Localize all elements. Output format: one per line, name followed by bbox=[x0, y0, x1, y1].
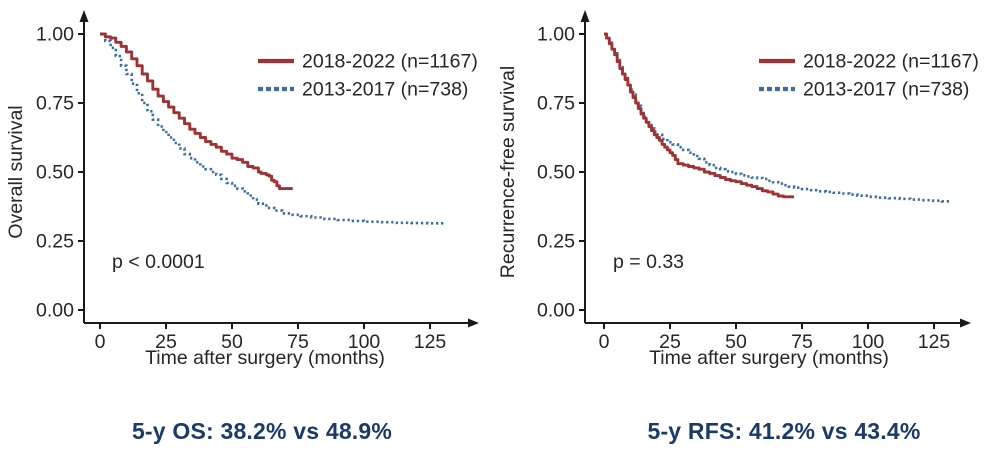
legend-label: 2013-2017 (n=738) bbox=[302, 79, 468, 101]
legend-item-2018-2022: 2018-2022 (n=1167) bbox=[258, 51, 478, 73]
y-tick-label: 1.00 bbox=[537, 24, 575, 46]
x-tick-label: 75 bbox=[287, 331, 309, 353]
legend-item-2013-2017: 2013-2017 (n=738) bbox=[759, 79, 969, 101]
y-axis-arrow bbox=[79, 10, 89, 22]
legend-label: 2018-2022 (n=1167) bbox=[302, 51, 478, 73]
legend-item-2013-2017: 2013-2017 (n=738) bbox=[258, 79, 468, 101]
overall-survival-chart: 1.00 0.75 0.50 0.25 0.00 0 25 50 75 100 125 Time af… bbox=[5, 10, 479, 369]
x-tick-label: 25 bbox=[659, 331, 681, 353]
legend-item-2018-2022: 2018-2022 (n=1167) bbox=[759, 51, 979, 73]
p-value-label: p = 0.33 bbox=[613, 251, 684, 273]
x-tick-label: 50 bbox=[221, 331, 243, 353]
x-tick-label: 50 bbox=[725, 331, 747, 353]
x-tick-label: 0 bbox=[599, 331, 610, 353]
legend: 2018-2022 (n=1167) 2013-2017 (n=738) bbox=[759, 51, 979, 101]
legend: 2018-2022 (n=1167) 2013-2017 (n=738) bbox=[258, 51, 478, 101]
y-axis-title: Overall survival bbox=[5, 105, 27, 238]
x-tick-label: 125 bbox=[918, 331, 951, 353]
y-tick-label: 0.00 bbox=[36, 300, 74, 322]
y-tick-label: 0.25 bbox=[537, 231, 575, 253]
x-axis-arrow bbox=[960, 318, 971, 328]
recurrence-free-survival-panel: 1.00 0.75 0.50 0.25 0.00 0 25 50 75 100 125 Time af… bbox=[492, 0, 984, 462]
legend-label: 2013-2017 (n=738) bbox=[803, 79, 969, 101]
axes: 1.00 0.75 0.50 0.25 0.00 0 25 50 75 100 125 bbox=[537, 10, 971, 353]
y-axis-arrow bbox=[580, 10, 590, 22]
x-tick-label: 100 bbox=[348, 331, 381, 353]
survival-curve-2013-2017 bbox=[604, 32, 952, 203]
y-tick-label: 0.75 bbox=[36, 93, 74, 115]
rfs-summary-caption: 5-y RFS: 41.2% vs 43.4% bbox=[647, 418, 921, 444]
p-value-label: p < 0.0001 bbox=[112, 251, 205, 273]
survival-curve-2018-2022 bbox=[604, 32, 795, 199]
x-tick-label: 25 bbox=[155, 331, 177, 353]
x-axis-title: Time after surgery (months) bbox=[145, 347, 385, 369]
y-tick-label: 0.00 bbox=[537, 300, 575, 322]
x-tick-label: 100 bbox=[852, 331, 885, 353]
y-axis-title: Recurrence-free survival bbox=[497, 66, 519, 278]
y-tick-label: 0.50 bbox=[537, 162, 575, 184]
x-axis-arrow bbox=[468, 318, 479, 328]
legend-label: 2018-2022 (n=1167) bbox=[803, 51, 979, 73]
x-tick-label: 125 bbox=[414, 331, 447, 353]
x-tick-label: 75 bbox=[791, 331, 813, 353]
recurrence-free-survival-chart: 1.00 0.75 0.50 0.25 0.00 0 25 50 75 100 125 Time af… bbox=[497, 10, 979, 369]
survival-curve-2013-2017 bbox=[100, 32, 448, 225]
overall-survival-panel: 1.00 0.75 0.50 0.25 0.00 0 25 50 75 100 125 Time af… bbox=[0, 0, 492, 462]
x-tick-label: 0 bbox=[95, 331, 106, 353]
y-tick-label: 0.75 bbox=[537, 93, 575, 115]
x-axis-title: Time after surgery (months) bbox=[649, 347, 889, 369]
y-tick-label: 0.25 bbox=[36, 231, 74, 253]
survival-curve-2018-2022 bbox=[100, 32, 293, 191]
y-tick-label: 1.00 bbox=[36, 24, 74, 46]
os-summary-caption: 5-y OS: 38.2% vs 48.9% bbox=[131, 418, 393, 444]
y-tick-label: 0.50 bbox=[36, 162, 74, 184]
axes: 1.00 0.75 0.50 0.25 0.00 0 25 50 75 100 125 bbox=[36, 10, 479, 353]
